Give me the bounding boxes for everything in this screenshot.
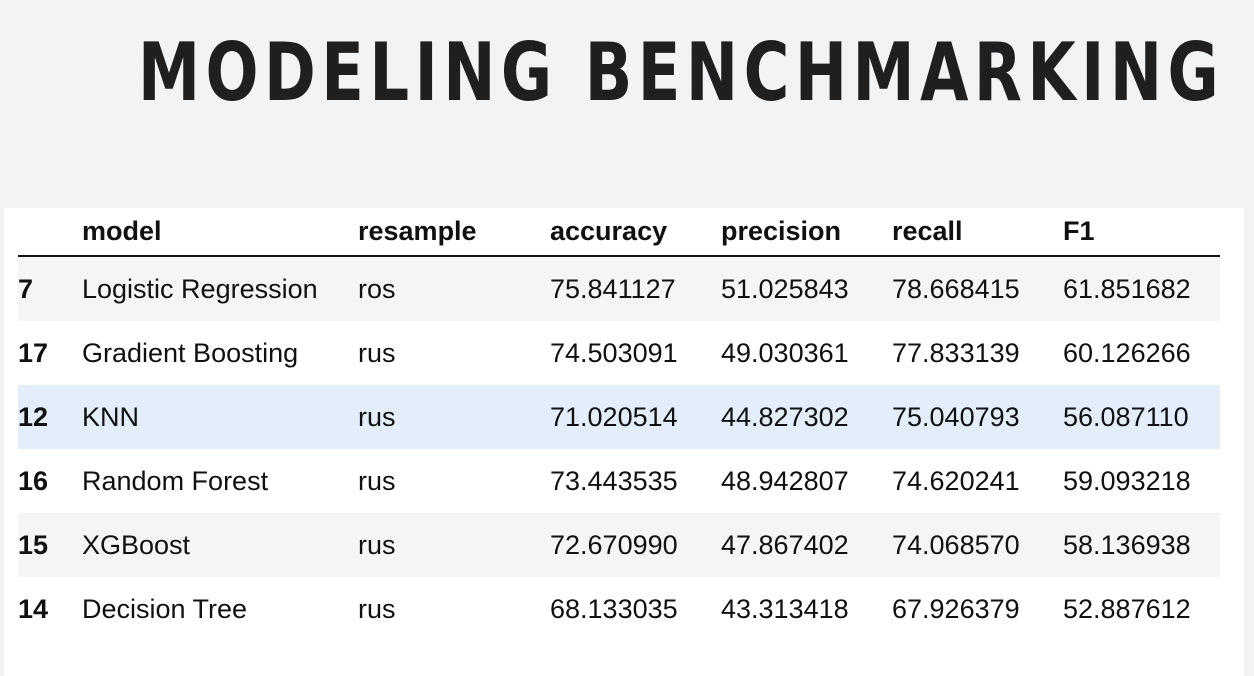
model-cell: XGBoost (82, 513, 358, 577)
table-row: 7 Logistic Regression ros 75.841127 51.0… (18, 256, 1220, 321)
row-index: 15 (18, 513, 82, 577)
column-header-accuracy: accuracy (550, 208, 721, 257)
model-cell: Logistic Regression (82, 256, 358, 321)
precision-cell: 47.867402 (721, 513, 892, 577)
recall-cell: 78.668415 (892, 256, 1063, 321)
resample-cell: rus (358, 465, 396, 496)
accuracy-cell: 74.503091 (550, 337, 678, 368)
column-header-precision: precision (721, 208, 892, 257)
recall-cell: 77.833139 (892, 337, 1020, 368)
f1-cell: 60.126266 (1063, 337, 1191, 368)
precision-cell: 51.025843 (721, 256, 892, 321)
table-row: 14 Decision Tree rus 68.133035 43.313418… (18, 577, 1220, 641)
f1-cell: 58.136938 (1063, 513, 1220, 577)
accuracy-cell: 75.841127 (550, 256, 721, 321)
model-cell: Gradient Boosting (82, 337, 299, 368)
model-cell: Decision Tree (82, 593, 248, 624)
row-index: 16 (18, 465, 49, 496)
page-title: MODELING BENCHMARKING (137, 26, 1225, 119)
f1-cell: 56.087110 (1063, 385, 1220, 449)
table-row: 15 XGBoost rus 72.670990 47.867402 74.06… (18, 513, 1220, 577)
f1-cell: 59.093218 (1063, 465, 1191, 496)
table-header-row: model resample accuracy precision recall… (18, 208, 1220, 257)
model-cell: Random Forest (82, 465, 269, 496)
row-index: 14 (18, 593, 49, 624)
column-header-f1: F1 (1063, 208, 1220, 257)
accuracy-cell: 73.443535 (550, 465, 678, 496)
f1-cell: 61.851682 (1063, 256, 1220, 321)
table-row: 17 Gradient Boosting rus 74.503091 49.03… (18, 321, 1220, 385)
column-header-resample: resample (358, 208, 550, 257)
accuracy-cell: 71.020514 (550, 385, 721, 449)
index-header (18, 208, 82, 257)
model-cell: KNN (82, 385, 358, 449)
precision-cell: 49.030361 (721, 337, 849, 368)
table-row: 16 Random Forest rus 73.443535 48.942807… (18, 449, 1220, 513)
row-index: 17 (18, 337, 49, 368)
accuracy-cell: 72.670990 (550, 513, 721, 577)
precision-cell: 48.942807 (721, 465, 849, 496)
resample-cell: rus (358, 513, 550, 577)
accuracy-cell: 68.133035 (550, 593, 678, 624)
recall-cell: 74.068570 (892, 513, 1063, 577)
resample-cell: ros (358, 256, 550, 321)
recall-cell: 67.926379 (892, 593, 1020, 624)
benchmark-table-card: model resample accuracy precision recall… (4, 208, 1244, 676)
benchmark-table: model resample accuracy precision recall… (18, 208, 1220, 641)
row-index: 7 (18, 256, 82, 321)
recall-cell: 75.040793 (892, 385, 1063, 449)
row-index: 12 (18, 385, 82, 449)
precision-cell: 44.827302 (721, 385, 892, 449)
resample-cell: rus (358, 593, 396, 624)
recall-cell: 74.620241 (892, 465, 1020, 496)
resample-cell: rus (358, 385, 550, 449)
column-header-recall: recall (892, 208, 1063, 257)
precision-cell: 43.313418 (721, 593, 849, 624)
resample-cell: rus (358, 337, 396, 368)
f1-cell: 52.887612 (1063, 593, 1191, 624)
table-row-highlighted: 12 KNN rus 71.020514 44.827302 75.040793… (18, 385, 1220, 449)
column-header-model: model (82, 208, 358, 257)
